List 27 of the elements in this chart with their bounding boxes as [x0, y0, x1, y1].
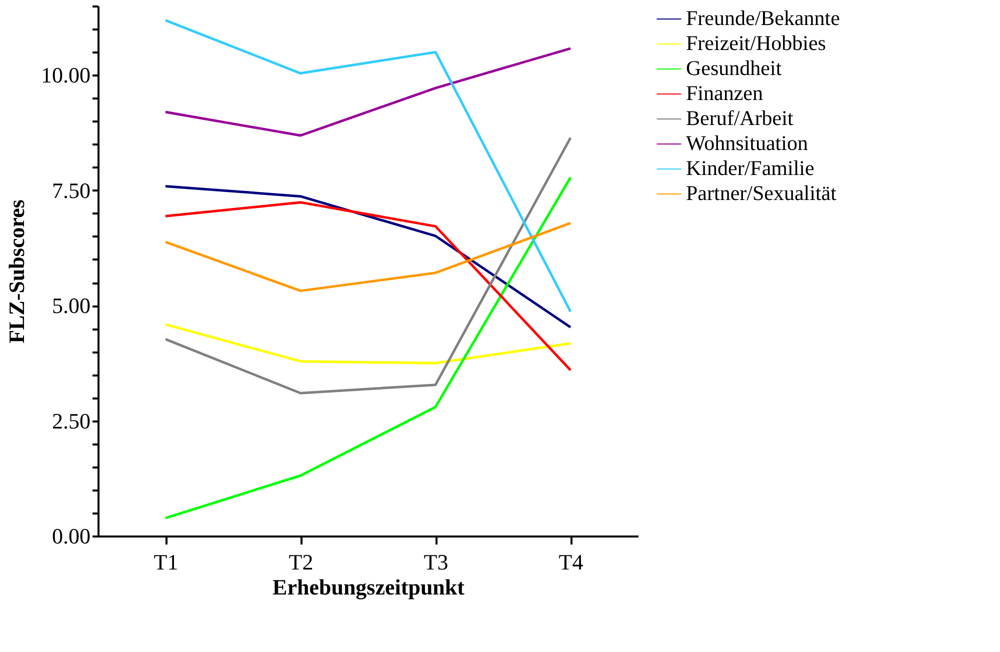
line-series — [164, 47, 572, 137]
x-tick-label: T1 — [154, 550, 178, 574]
line-series — [164, 201, 572, 372]
y-tick-label: 10.00 — [41, 62, 90, 88]
line-series — [164, 184, 572, 328]
legend-label: Gesundheit — [686, 56, 782, 80]
line-series — [164, 19, 572, 313]
line-series — [164, 323, 572, 364]
line-series — [164, 222, 572, 292]
legend-label: Wohnsituation — [686, 131, 808, 155]
line-series — [164, 136, 572, 394]
y-tick-label: 0.00 — [52, 524, 90, 548]
legend-label: Freizeit/Hobbies — [686, 31, 826, 55]
x-tick-label: T4 — [558, 550, 584, 574]
legend-label: Beruf/Arbeit — [686, 106, 794, 130]
y-tick-label: 2.50 — [52, 408, 90, 434]
legend-label: Kinder/Familie — [686, 156, 814, 180]
legend-label: Partner/Sexualität — [686, 181, 837, 205]
x-tick-label: T3 — [424, 550, 448, 574]
y-tick-label: 5.00 — [52, 293, 90, 318]
legend-label: Freunde/Bekannte — [686, 6, 840, 30]
y-tick-label: 7.50 — [52, 178, 90, 203]
y-axis-title: FLZ-Subscores — [4, 199, 29, 344]
legend-label: Finanzen — [686, 81, 764, 105]
x-axis-title: Erhebungszeitpunkt — [272, 574, 466, 600]
x-tick-label: T2 — [288, 550, 314, 574]
line-series — [164, 176, 572, 520]
